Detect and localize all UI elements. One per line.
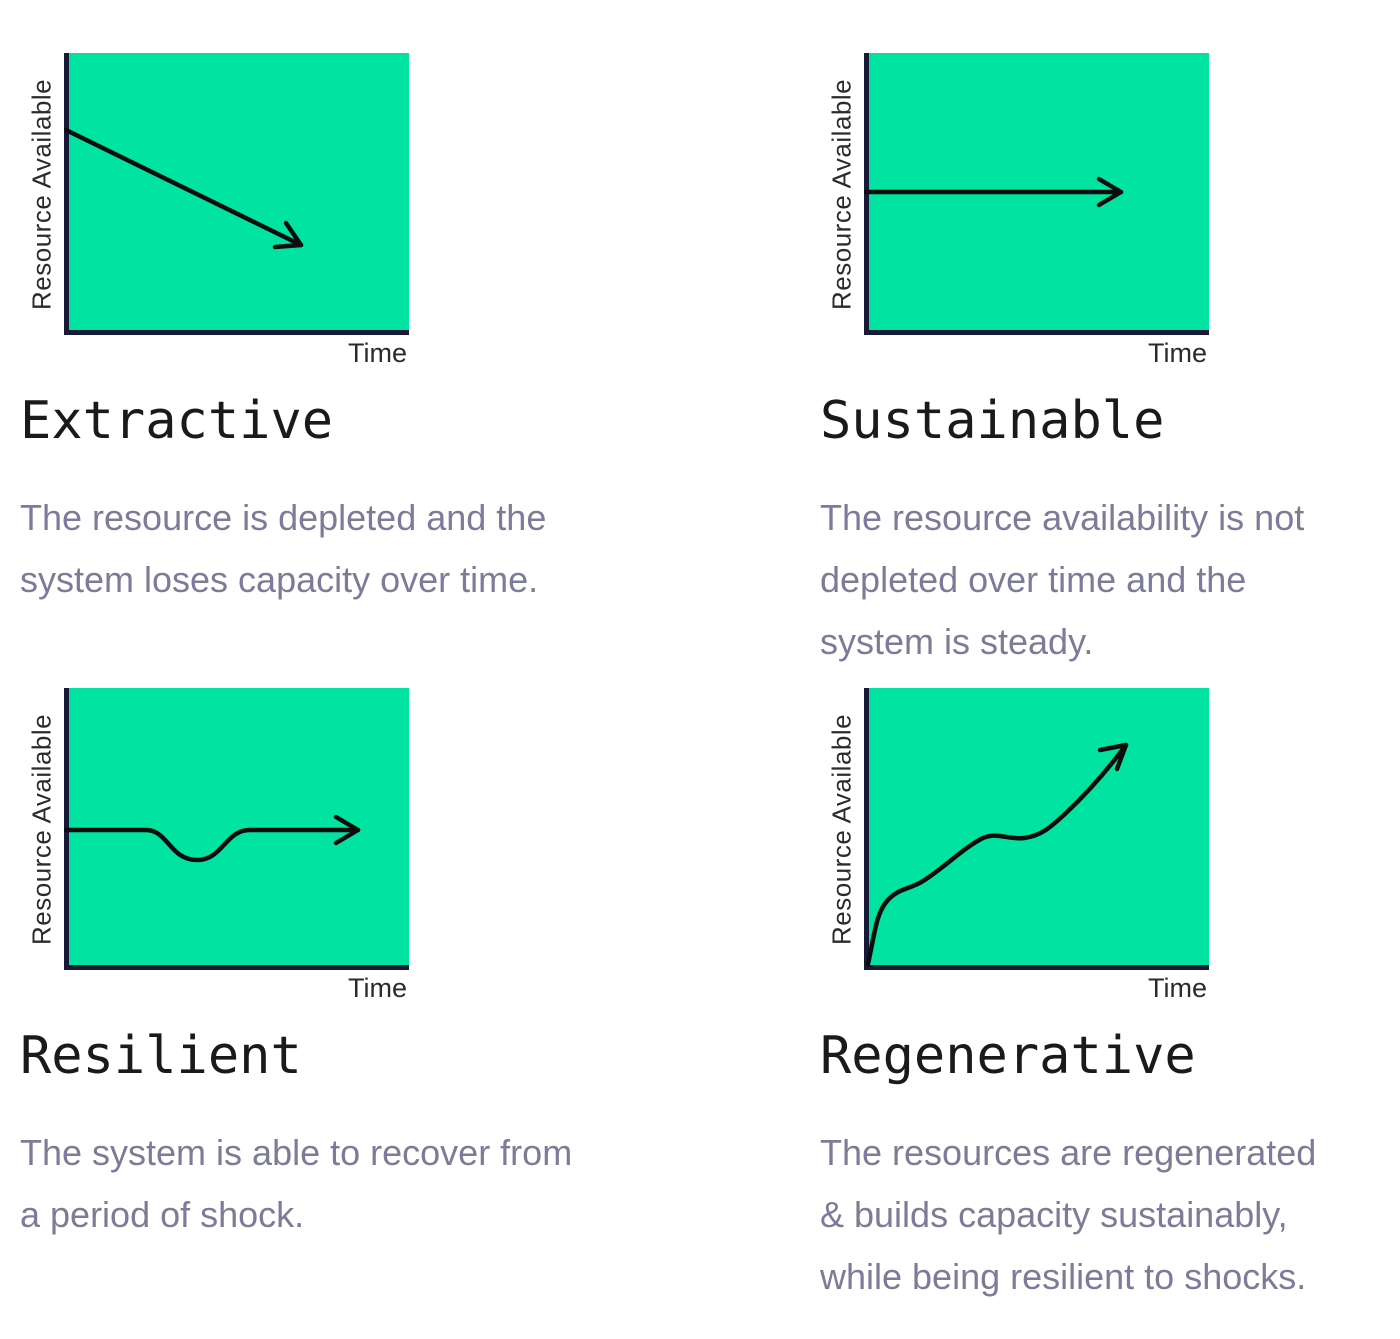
y-axis-label: Resource Available: [826, 713, 857, 945]
arrowhead: [1097, 742, 1129, 772]
extractive-chart: [64, 53, 409, 335]
chart-background: [69, 688, 409, 965]
chart-background: [869, 688, 1209, 965]
card-title: Sustainable: [820, 391, 1165, 451]
resilient-chart-row: Resource Available: [20, 688, 640, 970]
card-sustainable: Resource Available Time Sustainable The …: [820, 53, 1400, 688]
four-quadrant-diagram: Resource Available Time Extractive The r…: [20, 53, 1400, 1308]
x-axis-label: Time: [1148, 338, 1207, 368]
card-description: The resource availability is not deplete…: [820, 487, 1400, 673]
sustainable-chart: [864, 53, 1209, 335]
card-description: The resource is depleted and the system …: [20, 487, 640, 611]
description-line: The system is able to recover from: [20, 1132, 573, 1173]
arrowhead: [1096, 176, 1124, 208]
x-axis-label: Time: [348, 338, 407, 368]
card-title: Resilient: [20, 1026, 302, 1086]
resilient-chart: [64, 688, 409, 970]
card-title: Regenerative: [820, 1026, 1196, 1086]
x-axis-label: Time: [348, 973, 407, 1003]
description-line: system loses capacity over time.: [20, 559, 539, 600]
card-regenerative: Resource Available Time Regenerative The…: [820, 688, 1400, 1308]
y-axis-label: Resource Available: [26, 713, 57, 945]
description-line: while being resilient to shocks.: [820, 1256, 1307, 1297]
declining-trend-line: [64, 127, 304, 248]
extractive-chart-row: Resource Available: [20, 53, 640, 335]
description-line: & builds capacity sustainably,: [820, 1194, 1288, 1235]
rising-trend-line: [865, 742, 1129, 967]
description-line: The resources are regenerated: [820, 1132, 1317, 1173]
card-extractive: Resource Available Time Extractive The r…: [20, 53, 640, 688]
description-line: depleted over time and the: [820, 559, 1247, 600]
dip-recovery-trend-line: [64, 827, 361, 863]
arrowhead: [272, 220, 304, 250]
card-description: The system is able to recover from a per…: [20, 1122, 640, 1246]
y-axis-label: Resource Available: [826, 78, 857, 310]
x-axis-label: Time: [1148, 973, 1207, 1003]
description-line: system is steady.: [820, 621, 1094, 662]
regenerative-chart: [864, 688, 1209, 970]
card-description: The resources are regenerated & builds c…: [820, 1122, 1400, 1308]
description-line: The resource is depleted and the: [20, 497, 547, 538]
card-resilient: Resource Available Time Resilient The sy…: [20, 688, 640, 1308]
card-title: Extractive: [20, 391, 334, 451]
sustainable-chart-row: Resource Available: [820, 53, 1400, 335]
chart-background: [69, 53, 409, 330]
arrowhead: [333, 814, 361, 846]
y-axis-label: Resource Available: [26, 78, 57, 310]
description-line: a period of shock.: [20, 1194, 305, 1235]
regenerative-chart-row: Resource Available: [820, 688, 1400, 970]
description-line: The resource availability is not: [820, 497, 1305, 538]
